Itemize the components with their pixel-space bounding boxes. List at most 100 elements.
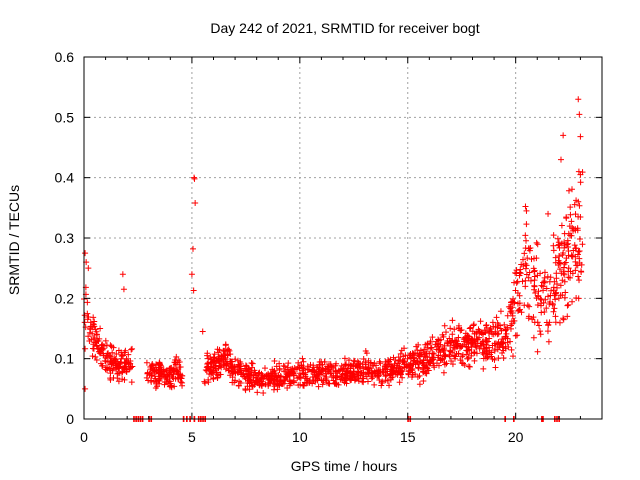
- data-point: [479, 331, 486, 338]
- data-point: [483, 322, 490, 329]
- data-point: [551, 305, 558, 312]
- data-point: [571, 242, 578, 249]
- data-point: [576, 259, 583, 266]
- data-point: [116, 363, 123, 370]
- data-point: [84, 310, 91, 317]
- data-point: [449, 331, 456, 338]
- data-point: [401, 345, 408, 352]
- data-point: [109, 349, 116, 356]
- data-point: [258, 382, 265, 389]
- data-point: [526, 303, 533, 310]
- data-point: [303, 379, 310, 386]
- data-point: [486, 328, 493, 335]
- data-point: [232, 377, 239, 384]
- data-point: [489, 331, 496, 338]
- data-point: [107, 342, 114, 349]
- data-point: [514, 300, 521, 307]
- data-point: [127, 357, 134, 364]
- data-point: [470, 321, 477, 328]
- data-point: [122, 363, 129, 370]
- data-point: [199, 328, 206, 335]
- data-point: [93, 331, 100, 338]
- data-point: [543, 305, 550, 312]
- data-point: [150, 367, 157, 374]
- data-point: [261, 365, 268, 372]
- data-point: [236, 363, 243, 370]
- data-point: [455, 334, 462, 341]
- data-point: [440, 347, 447, 354]
- data-point: [486, 335, 493, 342]
- data-point: [382, 377, 389, 384]
- data-point: [452, 353, 459, 360]
- data-point: [461, 361, 468, 368]
- data-point: [156, 376, 163, 383]
- data-point: [114, 375, 121, 382]
- data-point: [423, 370, 430, 377]
- data-point: [465, 346, 472, 353]
- x-axis-label: GPS time / hours: [291, 458, 398, 474]
- data-point: [547, 292, 554, 299]
- data-point: [487, 325, 494, 332]
- data-point: [500, 339, 507, 346]
- data-point: [101, 357, 108, 364]
- data-point: [84, 299, 91, 306]
- data-point: [280, 380, 287, 387]
- data-point: [556, 266, 563, 273]
- data-point: [235, 357, 242, 364]
- data-point: [324, 363, 331, 370]
- data-point: [576, 111, 583, 118]
- data-point: [455, 324, 462, 331]
- data-point: [317, 371, 324, 378]
- data-point: [430, 351, 437, 358]
- data-point: [343, 361, 350, 368]
- x-tick-label: 10: [292, 429, 308, 445]
- data-point: [179, 382, 186, 389]
- data-point: [556, 319, 563, 326]
- data-point: [409, 371, 416, 378]
- data-point: [356, 363, 363, 370]
- data-point: [569, 186, 576, 193]
- data-point: [401, 364, 408, 371]
- data-point: [557, 156, 564, 163]
- data-point: [299, 355, 306, 362]
- data-point: [176, 371, 183, 378]
- x-tick-label: 0: [80, 429, 88, 445]
- data-point: [369, 373, 376, 380]
- data-point: [212, 366, 219, 373]
- data-point: [466, 337, 473, 344]
- data-point: [524, 255, 531, 262]
- data-point: [226, 347, 233, 354]
- data-point: [307, 377, 314, 384]
- data-point: [528, 256, 535, 263]
- data-point: [281, 368, 288, 375]
- data-point: [426, 358, 433, 365]
- data-point: [571, 201, 578, 208]
- data-point: [545, 338, 552, 345]
- data-point: [434, 340, 441, 347]
- data-point: [146, 370, 153, 377]
- data-point: [308, 368, 315, 375]
- data-point: [409, 352, 416, 359]
- data-point: [82, 345, 89, 352]
- data-point: [497, 325, 504, 332]
- data-point: [90, 314, 97, 321]
- data-point: [404, 355, 411, 362]
- data-point: [177, 363, 184, 370]
- data-point: [488, 349, 495, 356]
- data-point: [256, 369, 263, 376]
- data-point: [173, 353, 180, 360]
- data-point: [558, 270, 565, 277]
- data-point: [91, 339, 98, 346]
- data-point: [538, 300, 545, 307]
- data-point: [376, 358, 383, 365]
- data-point: [537, 331, 544, 338]
- data-point: [526, 245, 533, 252]
- data-point: [362, 364, 369, 371]
- data-point: [97, 325, 104, 332]
- data-point: [215, 355, 222, 362]
- data-point: [115, 370, 122, 377]
- data-point: [577, 179, 584, 186]
- data-point: [497, 308, 504, 315]
- data-point: [281, 363, 288, 370]
- axis-ticks: 0 0.1 0.2 0.3 0.4 0.5 0.6 0 5 10 15 20: [55, 49, 602, 445]
